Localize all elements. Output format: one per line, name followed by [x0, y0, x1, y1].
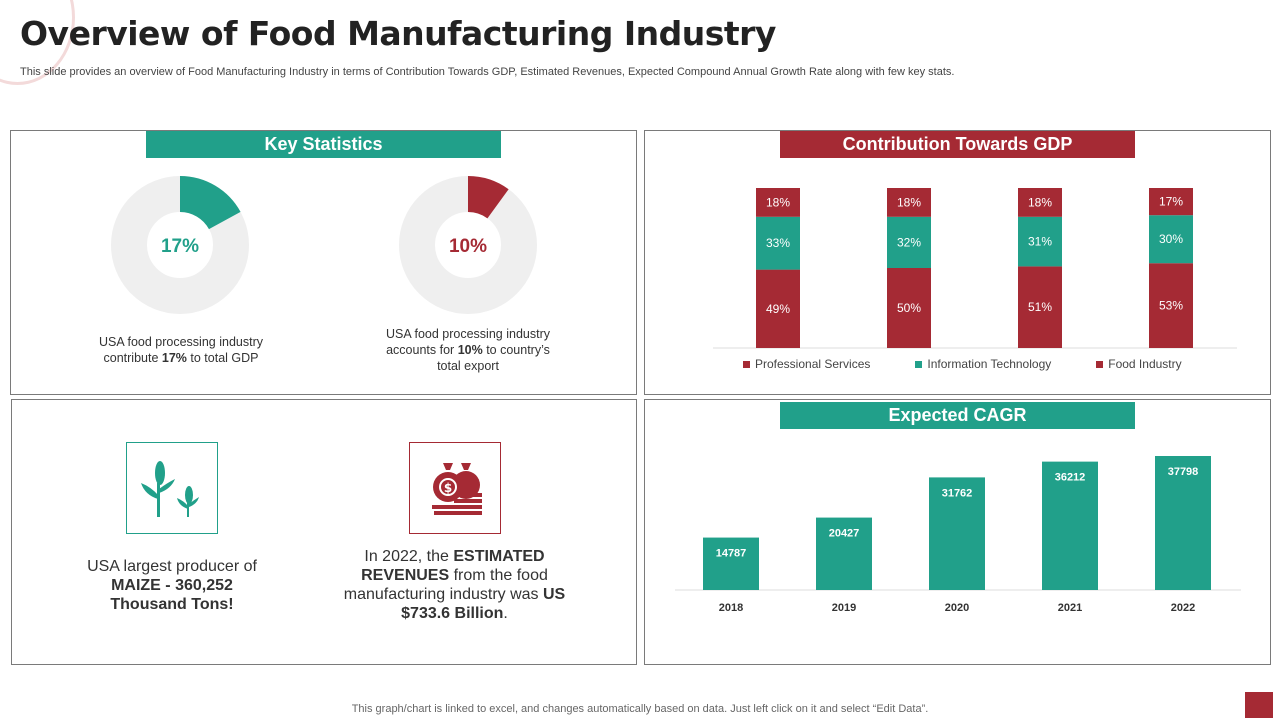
gdp-bar-label: 18%	[1028, 195, 1052, 209]
cagr-year-label: 2020	[945, 602, 969, 614]
stat-export-text: USA food processing industry accounts fo…	[386, 327, 550, 373]
stat-gdp-text: USA food processing industry contribute …	[99, 335, 263, 365]
donut-chart-gdp[interactable]: 17%	[110, 175, 250, 315]
cagr-value-label: 20427	[829, 528, 860, 540]
cagr-year-label: 2018	[719, 602, 743, 614]
legend-information-technology: Information Technology	[927, 357, 1052, 371]
cagr-value-label: 31762	[942, 487, 973, 499]
legend-swatch-it	[915, 360, 923, 368]
page-subtitle: This slide provides an overview of Food …	[20, 66, 955, 78]
gdp-bar-information-technology[interactable]	[1018, 216, 1062, 267]
page-title: Overview of Food Manufacturing Industry	[20, 14, 776, 53]
gdp-bar-label: 17%	[1159, 195, 1183, 209]
key-statistics-heading: Key Statistics	[146, 131, 501, 158]
gdp-bar-information-technology[interactable]	[887, 216, 931, 268]
gdp-bar-information-technology[interactable]	[756, 216, 800, 270]
donut-chart-export[interactable]: 10%	[398, 175, 538, 315]
gdp-bar-label: 33%	[766, 236, 790, 250]
gdp-bar-label: 32%	[897, 235, 921, 249]
cagr-year-label: 2021	[1058, 602, 1082, 614]
money-icon-box: $	[409, 442, 501, 534]
gdp-stacked-bar-chart[interactable]: 49% 33% 18% 50% 32% 18% 51% 31% 18% 53% 30% 17%	[645, 131, 1272, 396]
facts-panel[interactable]: USA largest producer of MAIZE - 360,252 …	[11, 399, 637, 665]
corner-decoration	[1245, 692, 1273, 718]
maize-fact-text: USA largest producer of MAIZE - 360,252 …	[87, 558, 257, 613]
gdp-bar-label: 31%	[1028, 235, 1052, 249]
donut-export-fill	[399, 176, 537, 314]
cagr-bar-chart[interactable]: 14787 2018 20427 2019 31762 2020 36212 2021 3779…	[645, 400, 1272, 666]
money-bags-icon: $	[432, 463, 482, 515]
gdp-bar-food-industry[interactable]	[756, 269, 800, 348]
cagr-value-label: 14787	[716, 548, 747, 560]
cagr-value-label: 37798	[1168, 466, 1199, 478]
gdp-bar-professional-services[interactable]	[887, 188, 931, 217]
gdp-heading: Contribution Towards GDP	[780, 131, 1135, 158]
gdp-bar-professional-services[interactable]	[1149, 188, 1193, 216]
gdp-bar-professional-services[interactable]	[1018, 188, 1062, 217]
gdp-panel[interactable]: Contribution Towards GDP 49% 33% 18% 50% 32%…	[644, 130, 1271, 395]
cagr-year-label: 2022	[1171, 602, 1195, 614]
cagr-bar[interactable]	[703, 537, 759, 590]
gdp-bar-label: 49%	[766, 302, 790, 316]
svg-text:$: $	[444, 481, 452, 495]
gdp-bar-label: 18%	[766, 195, 790, 209]
cagr-bar[interactable]	[1042, 461, 1098, 590]
gdp-bar-food-industry[interactable]	[1149, 263, 1193, 348]
cagr-value-label: 36212	[1055, 472, 1086, 484]
donut-export-label: 10%	[449, 236, 487, 257]
cagr-bar[interactable]	[816, 517, 872, 590]
donut-gdp-label: 17%	[161, 236, 199, 257]
legend-professional-services: Professional Services	[755, 357, 871, 371]
key-statistics-panel[interactable]: Key Statistics 17% USA food processing i…	[10, 130, 637, 395]
footer-note: This graph/chart is linked to excel, and…	[351, 703, 929, 715]
gdp-bar-label: 30%	[1159, 232, 1183, 246]
corn-icon-box	[126, 442, 218, 534]
corn-plant-icon	[141, 461, 199, 517]
gdp-bar-information-technology[interactable]	[1149, 215, 1193, 264]
gdp-bar-label: 51%	[1028, 300, 1052, 314]
gdp-bar-food-industry[interactable]	[887, 268, 931, 348]
legend-swatch-food	[1096, 360, 1104, 368]
cagr-panel[interactable]: Expected CAGR 14787 2018 20427 2019 31762 202…	[644, 399, 1271, 665]
legend-food-industry: Food Industry	[1108, 357, 1182, 371]
gdp-bar-label: 50%	[897, 301, 921, 315]
revenue-fact-text: In 2022, the ESTIMATED REVENUES from the…	[343, 548, 566, 622]
cagr-heading: Expected CAGR	[780, 402, 1135, 429]
cagr-year-label: 2019	[832, 602, 856, 614]
gdp-bar-label: 53%	[1159, 299, 1183, 313]
legend-swatch-professional	[743, 360, 750, 368]
gdp-bar-professional-services[interactable]	[756, 188, 800, 217]
gdp-bar-food-industry[interactable]	[1018, 266, 1062, 348]
cagr-bar[interactable]	[929, 477, 985, 590]
gdp-legend: Professional Services Information Techno…	[743, 357, 1182, 371]
gdp-bar-label: 18%	[897, 195, 921, 209]
cagr-bar[interactable]	[1155, 456, 1211, 590]
donut-gdp-fill	[111, 176, 249, 314]
